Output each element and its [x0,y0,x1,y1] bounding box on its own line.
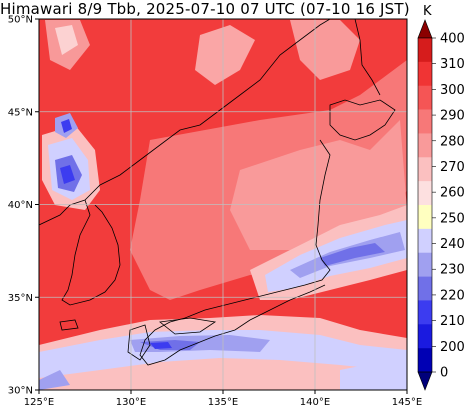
colorbar-segment [418,85,432,110]
colorbar-label: 310 [440,57,465,72]
colorbar: 400 310 300 290 280 270 260 250 240 230 220 210 200 0 [417,19,465,391]
cold-cloud-band [150,342,172,349]
cold-cloud-region [61,119,72,133]
lon-tick-label: 130°E [116,397,146,408]
colorbar-segment [418,252,432,277]
colorbar-segment [418,348,432,373]
gridlines [39,19,407,390]
cold-cloud-band [320,243,385,266]
lon-tick-label: 125°E [24,397,54,408]
lat-tick-label: 40°N [8,200,33,211]
mid-level-cloud-region [55,25,78,55]
lat-axis: 50°N 45°N 40°N 35°N 30°N [8,15,39,397]
lon-tick-label: 140°E [300,397,330,408]
colorbar-unit: K [423,4,432,19]
colorbar-segment [418,61,432,87]
lon-axis: 125°E 130°E 135°E 140°E 145°E [24,390,422,408]
mid-level-cloud-region [195,25,255,85]
mid-level-cloud-region [230,120,407,250]
colorbar-segment [418,205,432,230]
colorbar-label: 0 [440,366,448,381]
lat-tick-label: 45°N [8,107,33,118]
lat-tick-label: 35°N [8,293,33,304]
colorbar-label: 400 [440,32,465,47]
colorbar-frame [417,37,433,373]
colorbar-segment [418,276,432,301]
colorbar-label: 220 [440,288,465,303]
lon-tick-label: 145°E [392,397,422,408]
colorbar-label: 200 [440,340,465,355]
colorbar-label: 250 [440,211,465,226]
colorbar-extend-top [417,19,433,39]
colorbar-segment [418,133,432,158]
chart-title: Himawari 8/9 Tbb, 2025-07-10 07 UTC (07-… [0,0,410,18]
colorbar-label: 230 [440,263,465,278]
colorbar-segment [418,38,432,63]
colorbar-label: 240 [440,237,465,252]
lat-tick-label: 50°N [8,15,33,26]
colorbar-segment [418,157,432,182]
colorbar-label: 270 [440,160,465,175]
colorbar-label: 280 [440,134,465,149]
cold-cloud-band [39,370,70,390]
colorbar-segment [418,324,432,349]
lon-tick-label: 135°E [208,397,238,408]
colorbar-segment [418,181,432,206]
colorbar-label: 290 [440,109,465,124]
colorbar-label: 210 [440,314,465,329]
colorbar-extend-bottom [417,371,433,391]
colorbar-label: 300 [440,83,465,98]
cold-cloud-band [340,362,407,390]
colorbar-label: 260 [440,186,465,201]
cold-cloud-region [60,165,75,184]
lat-tick-label: 30°N [8,386,33,397]
mid-level-cloud-region [290,20,360,80]
colorbar-segment [418,109,432,134]
colorbar-segment [418,300,432,325]
colorbar-segment [418,228,432,254]
coastlines [39,19,396,366]
